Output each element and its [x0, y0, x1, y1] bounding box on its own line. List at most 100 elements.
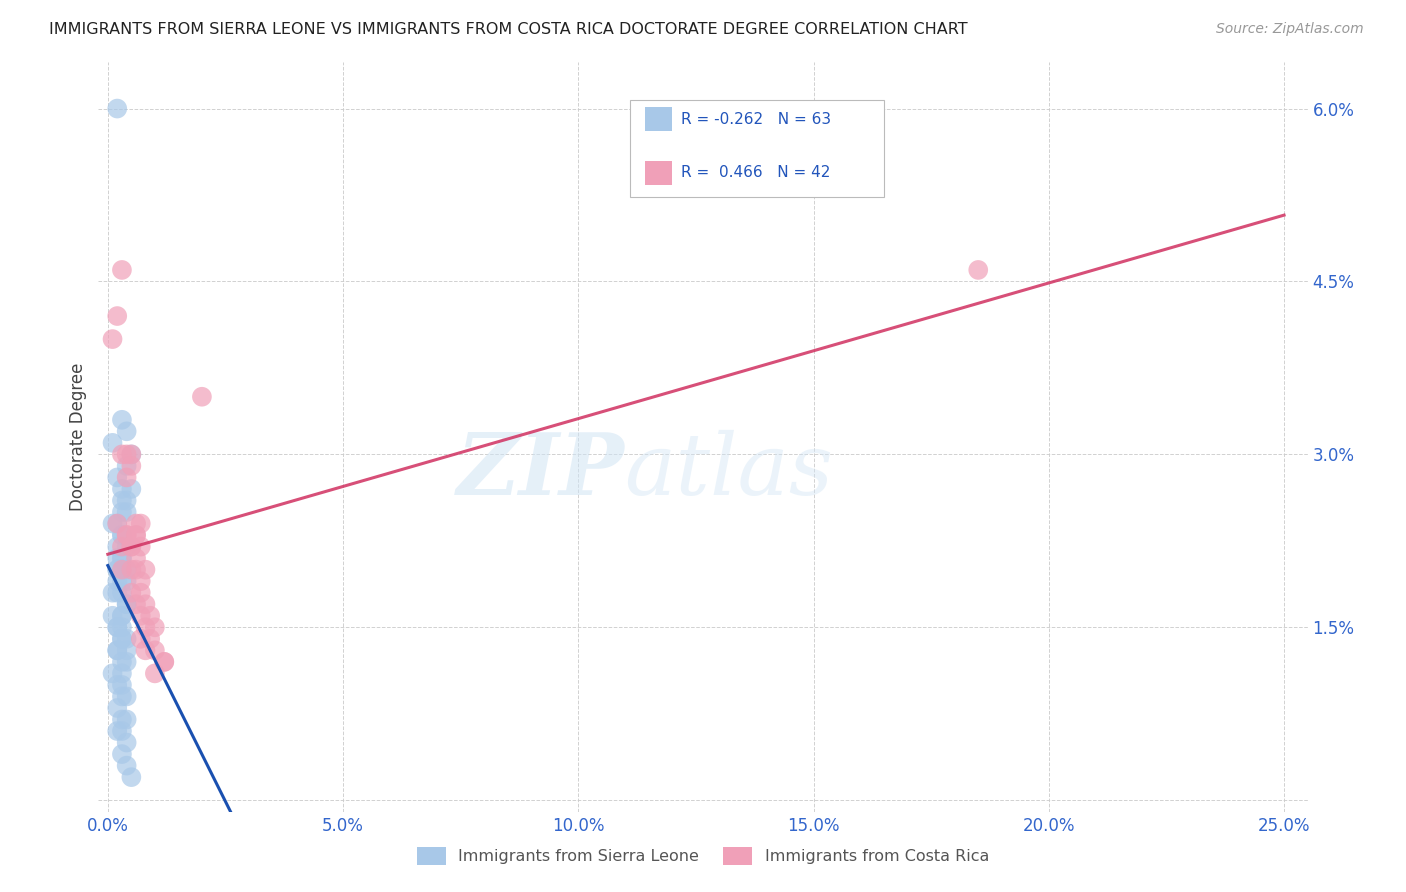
Point: [105, 563, 128, 577]
Text: R = -0.262   N = 63: R = -0.262 N = 63: [682, 112, 831, 127]
Point: [111, 493, 134, 508]
Point: [115, 447, 138, 461]
Point: [115, 655, 138, 669]
Point: [111, 540, 134, 554]
Point: [105, 574, 128, 589]
Point: [153, 655, 176, 669]
Point: [120, 447, 142, 461]
Point: [111, 585, 134, 599]
Point: [120, 447, 142, 461]
Point: [111, 551, 134, 566]
Point: [134, 620, 156, 634]
Point: [115, 505, 138, 519]
Point: [125, 563, 148, 577]
Point: [105, 551, 128, 566]
Point: [105, 724, 128, 739]
Point: [111, 551, 134, 566]
Point: [120, 482, 142, 496]
Point: [143, 643, 166, 657]
Point: [105, 643, 128, 657]
Point: [105, 620, 128, 634]
Point: [115, 528, 138, 542]
Point: [115, 597, 138, 611]
Point: [111, 574, 134, 589]
Point: [111, 666, 134, 681]
Point: [111, 724, 134, 739]
Point: [125, 597, 148, 611]
Point: [129, 574, 152, 589]
Point: [115, 425, 138, 439]
Point: [967, 263, 990, 277]
Point: [134, 597, 156, 611]
Point: [111, 563, 134, 577]
Point: [115, 758, 138, 772]
Point: [115, 690, 138, 704]
Point: [139, 608, 162, 623]
Point: [153, 655, 176, 669]
Point: [125, 516, 148, 531]
Point: [111, 413, 134, 427]
Point: [101, 332, 124, 346]
Point: [115, 540, 138, 554]
Point: [111, 528, 134, 542]
Point: [129, 632, 152, 646]
Point: [134, 643, 156, 657]
Point: [115, 597, 138, 611]
Point: [111, 678, 134, 692]
Point: [111, 482, 134, 496]
Point: [105, 643, 128, 657]
Point: [105, 678, 128, 692]
Point: [143, 666, 166, 681]
Point: [101, 585, 124, 599]
Point: [111, 608, 134, 623]
Point: [115, 643, 138, 657]
FancyBboxPatch shape: [630, 100, 884, 197]
Point: [115, 528, 138, 542]
Point: [105, 516, 128, 531]
Point: [101, 435, 124, 450]
Point: [111, 447, 134, 461]
Point: [111, 713, 134, 727]
Bar: [645, 107, 672, 131]
Point: [105, 102, 128, 116]
Point: [129, 516, 152, 531]
Point: [111, 632, 134, 646]
Point: [115, 458, 138, 473]
Point: [120, 563, 142, 577]
Point: [105, 470, 128, 484]
Point: [111, 632, 134, 646]
Text: atlas: atlas: [624, 429, 834, 512]
Point: [105, 563, 128, 577]
Point: [105, 309, 128, 323]
Point: [129, 608, 152, 623]
Point: [105, 620, 128, 634]
Point: [105, 701, 128, 715]
Point: [111, 747, 134, 761]
Point: [111, 263, 134, 277]
Point: [129, 540, 152, 554]
Point: [111, 528, 134, 542]
Point: [120, 585, 142, 599]
Point: [191, 390, 214, 404]
Text: Source: ZipAtlas.com: Source: ZipAtlas.com: [1216, 22, 1364, 37]
Point: [111, 655, 134, 669]
Point: [111, 608, 134, 623]
Point: [120, 540, 142, 554]
Point: [115, 493, 138, 508]
Point: [120, 770, 142, 784]
Point: [111, 620, 134, 634]
Point: [125, 551, 148, 566]
Point: [105, 516, 128, 531]
Point: [120, 540, 142, 554]
Y-axis label: Doctorate Degree: Doctorate Degree: [69, 363, 87, 511]
Text: R =  0.466   N = 42: R = 0.466 N = 42: [682, 165, 831, 180]
Point: [139, 632, 162, 646]
Point: [111, 563, 134, 577]
Point: [115, 574, 138, 589]
Point: [129, 585, 152, 599]
Point: [111, 690, 134, 704]
Text: IMMIGRANTS FROM SIERRA LEONE VS IMMIGRANTS FROM COSTA RICA DOCTORATE DEGREE CORR: IMMIGRANTS FROM SIERRA LEONE VS IMMIGRAN…: [49, 22, 967, 37]
Point: [134, 563, 156, 577]
Point: [115, 563, 138, 577]
Bar: [645, 161, 672, 186]
